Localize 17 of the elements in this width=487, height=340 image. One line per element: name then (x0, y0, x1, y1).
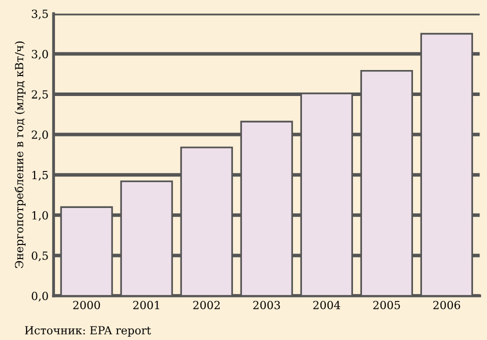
x-tick-label: 2003 (253, 300, 280, 310)
y-tick-label: 0,5 (32, 251, 48, 262)
y-tick-label: 3,0 (32, 50, 48, 60)
y-tick-label: 2,5 (32, 90, 48, 100)
y-tick-label: 3,5 (32, 10, 48, 20)
x-tick-label: 2001 (133, 300, 160, 310)
text: Источник: EPA report (24, 326, 151, 337)
x-tick-label: 2002 (193, 300, 220, 310)
y-tick-label: 1,5 (32, 170, 48, 181)
y-tick-label: 0,0 (32, 292, 48, 302)
x-tick-label: 2004 (313, 300, 340, 310)
x-tick-label: 2005 (373, 300, 400, 310)
y-tick-label: 2,0 (32, 130, 48, 140)
x-tick-label: 2000 (73, 300, 100, 310)
y-axis-title: Энергопотребление в год (млрд кВт/ч) (14, 42, 26, 268)
y-tick-label: 1,0 (32, 211, 48, 221)
x-tick-label: 2006 (433, 300, 460, 310)
